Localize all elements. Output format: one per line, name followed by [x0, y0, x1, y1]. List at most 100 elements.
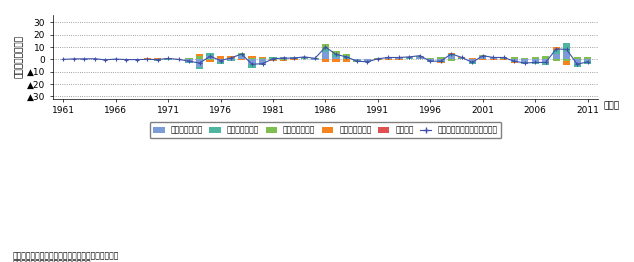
- Bar: [521, 62, 528, 64]
- Bar: [574, 59, 581, 63]
- Bar: [500, 58, 507, 59]
- Bar: [510, 59, 518, 61]
- Bar: [479, 59, 486, 60]
- Bar: [269, 57, 276, 59]
- Bar: [552, 59, 560, 61]
- Bar: [437, 62, 444, 63]
- Bar: [322, 44, 329, 49]
- Bar: [228, 59, 235, 60]
- Bar: [552, 54, 560, 59]
- Bar: [196, 59, 204, 67]
- Bar: [238, 59, 245, 60]
- Bar: [552, 47, 560, 50]
- Bar: [343, 59, 350, 62]
- Bar: [290, 59, 298, 60]
- Bar: [574, 63, 581, 67]
- Y-axis label: （前年差：兆円）: （前年差：兆円）: [15, 35, 24, 78]
- Bar: [521, 59, 528, 62]
- Bar: [406, 58, 413, 59]
- Bar: [448, 56, 455, 59]
- Bar: [207, 53, 214, 56]
- Bar: [406, 57, 413, 58]
- Bar: [521, 58, 528, 59]
- Bar: [311, 58, 319, 59]
- Bar: [385, 59, 392, 60]
- Bar: [343, 54, 350, 56]
- Bar: [112, 59, 119, 60]
- Bar: [584, 57, 592, 59]
- Bar: [437, 61, 444, 62]
- Bar: [469, 58, 476, 59]
- Bar: [353, 60, 361, 61]
- Bar: [196, 56, 204, 59]
- Bar: [563, 59, 571, 61]
- Bar: [364, 59, 371, 61]
- Bar: [122, 59, 130, 60]
- Bar: [311, 59, 319, 60]
- Bar: [186, 58, 193, 59]
- Bar: [259, 58, 266, 59]
- Bar: [269, 59, 276, 60]
- Bar: [395, 57, 403, 58]
- Bar: [154, 60, 161, 61]
- Bar: [238, 53, 245, 54]
- Bar: [489, 59, 497, 60]
- Bar: [280, 57, 287, 59]
- Bar: [332, 54, 340, 57]
- Bar: [542, 62, 550, 65]
- Bar: [584, 61, 592, 64]
- Bar: [510, 62, 518, 63]
- Bar: [154, 59, 161, 60]
- Bar: [238, 54, 245, 56]
- Bar: [458, 57, 465, 58]
- Bar: [437, 59, 444, 61]
- Text: （年）: （年）: [604, 101, 619, 110]
- Bar: [332, 59, 340, 62]
- Bar: [353, 59, 361, 60]
- Bar: [249, 64, 256, 68]
- Bar: [290, 57, 298, 58]
- Bar: [143, 58, 151, 59]
- Bar: [563, 52, 571, 59]
- Text: 資料：財務省「貿易統計」から作成。: 資料：財務省「貿易統計」から作成。: [13, 259, 91, 262]
- Bar: [385, 58, 392, 59]
- Bar: [416, 56, 424, 57]
- Bar: [290, 58, 298, 59]
- Bar: [500, 57, 507, 58]
- Bar: [322, 52, 329, 59]
- Bar: [448, 53, 455, 54]
- Bar: [259, 64, 266, 66]
- Bar: [427, 61, 434, 62]
- Bar: [228, 58, 235, 59]
- Bar: [542, 65, 550, 66]
- Bar: [154, 58, 161, 59]
- Bar: [563, 43, 571, 52]
- Bar: [269, 60, 276, 61]
- Bar: [448, 54, 455, 56]
- Text: 備考：輸出入各々の数量指数、価格指数から算出。: 備考：輸出入各々の数量指数、価格指数から算出。: [13, 252, 119, 260]
- Bar: [385, 57, 392, 58]
- Bar: [353, 61, 361, 62]
- Bar: [259, 57, 266, 58]
- Bar: [133, 59, 140, 60]
- Bar: [228, 60, 235, 61]
- Bar: [469, 59, 476, 62]
- Bar: [542, 56, 550, 59]
- Bar: [584, 59, 592, 61]
- Bar: [164, 58, 172, 59]
- Bar: [489, 57, 497, 58]
- Bar: [510, 57, 518, 59]
- Bar: [301, 57, 308, 58]
- Bar: [469, 62, 476, 64]
- Bar: [364, 61, 371, 62]
- Bar: [186, 62, 193, 63]
- Bar: [542, 59, 550, 62]
- Bar: [249, 59, 256, 64]
- Bar: [479, 56, 486, 57]
- Bar: [489, 58, 497, 59]
- Bar: [322, 49, 329, 52]
- Bar: [186, 59, 193, 62]
- Bar: [416, 57, 424, 59]
- Bar: [552, 50, 560, 54]
- Bar: [196, 67, 204, 69]
